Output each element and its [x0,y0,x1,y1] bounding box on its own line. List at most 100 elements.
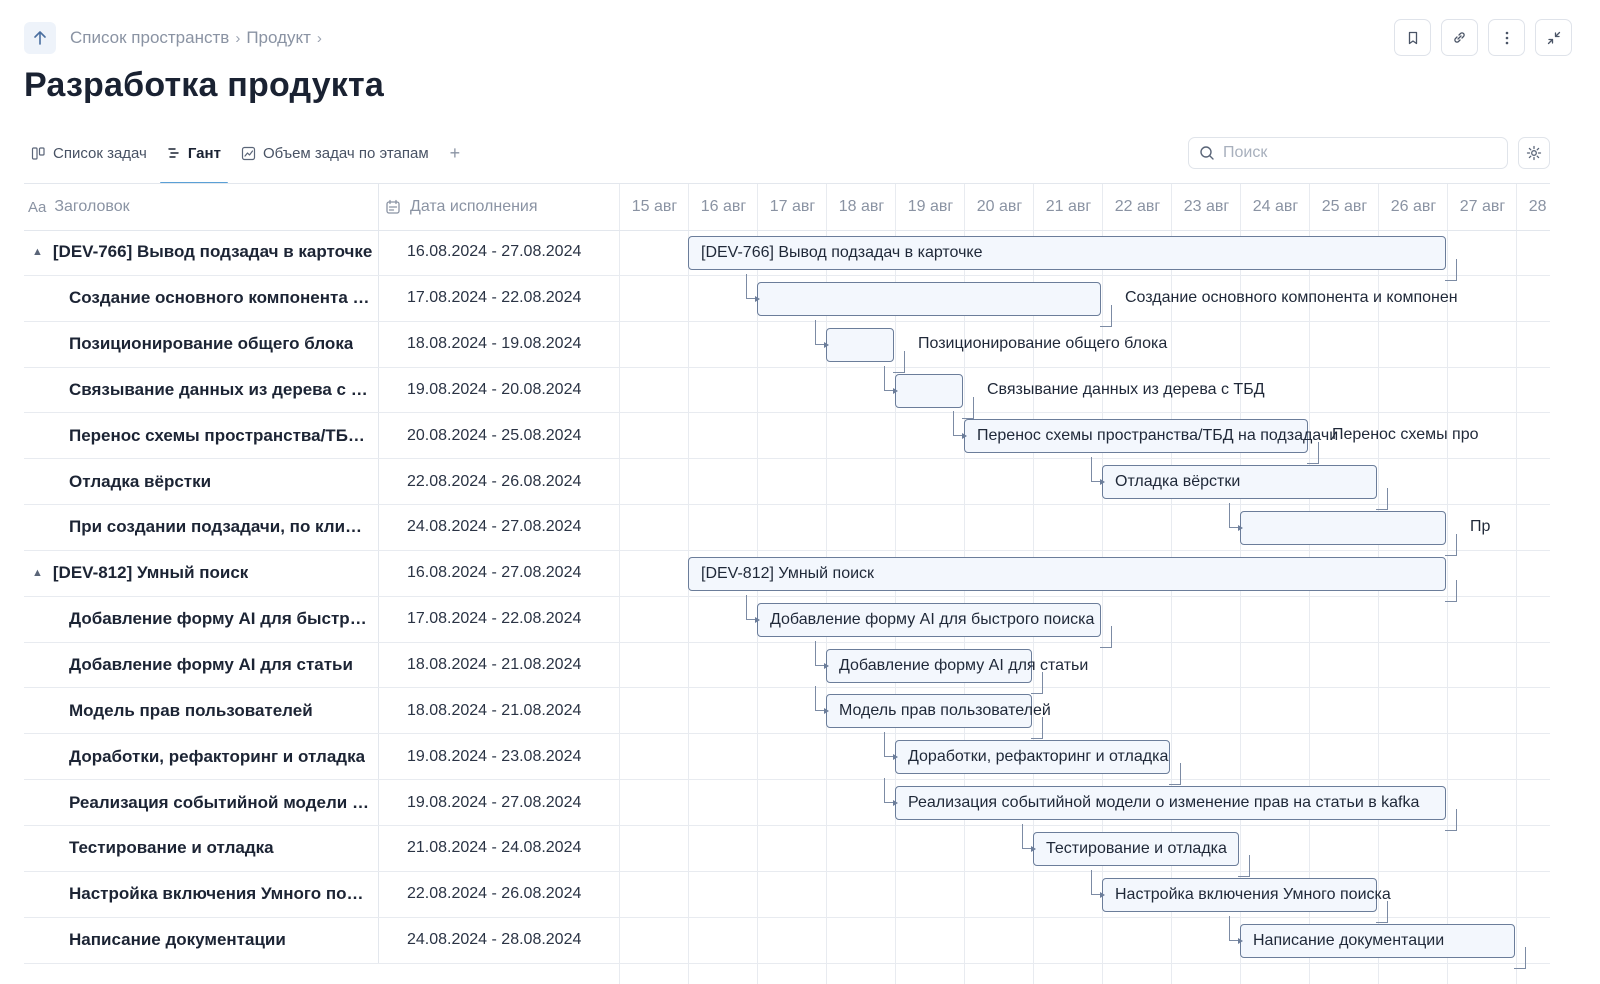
add-view-button[interactable]: + [442,136,469,170]
task-date-cell[interactable]: 16.08.2024 - 27.08.2024 [378,230,619,275]
gantt-task-bar[interactable]: Модель прав пользователей [826,694,1051,740]
gantt-task-bar[interactable]: Перенос схемы пространства/ТБД на подзад… [964,419,1338,465]
task-title: Добавление форму AI для статьи [69,655,353,675]
gantt-task-bar[interactable]: Реализация событийной модели о изменение… [895,786,1457,832]
task-title-cell[interactable]: ▲ [DEV-812] Умный поиск [24,551,378,596]
task-date-cell[interactable]: 17.08.2024 - 22.08.2024 [378,596,619,642]
task-title: Реализация событийной модели о... [69,792,370,812]
task-date-cell[interactable]: 20.08.2024 - 25.08.2024 [378,413,619,459]
gantt-task-bar[interactable]: Настройка включения Умного поиска [1102,877,1391,923]
task-row[interactable]: Тестирование и отладка 21.08.2024 - 24.08… [24,823,1550,877]
task-title: Позиционирование общего блока [69,334,354,354]
task-row[interactable]: Отладка вёрстки 22.08.2024 - 26.08.2024 От… [24,457,1550,511]
task-date-cell[interactable]: 22.08.2024 - 26.08.2024 [378,871,619,917]
column-header-date-label: Дата исполнения [410,198,538,215]
task-date-cell[interactable]: 22.08.2024 - 26.08.2024 [378,459,619,505]
gantt-bar-label: Добавление форму AI для статьи [839,656,1089,674]
bar-connector [1376,488,1388,511]
day-label: 16 авг [700,198,747,215]
breadcrumb-item-product[interactable]: Продукт [246,28,311,47]
task-title-cell[interactable]: Добавление форму AI для быстрог... [24,597,378,642]
column-header-title[interactable]: Aa Заголовок [24,184,378,230]
day-label: 25 авг [1321,198,1368,215]
task-row[interactable]: Настройка включения Умного пои... 22.08.2… [24,869,1550,923]
tab-stage-volume[interactable]: Объем задач по этапам [234,136,436,170]
task-row[interactable]: Перенос схемы пространства/ТБД... 20.08.2… [24,411,1550,465]
task-date-cell[interactable]: 16.08.2024 - 27.08.2024 [378,550,619,596]
gantt-bar-label: Доработки, рефакторинг и отладка [908,748,1169,766]
task-title-cell[interactable]: Добавление форму AI для статьи [24,643,378,688]
task-date-cell[interactable]: 24.08.2024 - 28.08.2024 [378,917,619,963]
task-title-cell[interactable]: Перенос схемы пространства/ТБД... [24,413,378,458]
task-title-cell[interactable]: ▲ [DEV-766] Вывод подзадач в карточке [24,230,378,275]
task-title-cell[interactable]: Тестирование и отладка [24,826,378,871]
breadcrumb-item-spaces[interactable]: Список пространств [70,28,230,47]
gantt-group-bar[interactable]: [DEV-812] Умный поиск [688,556,1457,602]
task-date-cell[interactable]: 18.08.2024 - 21.08.2024 [378,642,619,688]
task-title-cell[interactable]: Связывание данных из дерева с ТБД [24,368,378,413]
gantt-task-bar[interactable] [757,281,1112,327]
task-date-cell[interactable]: 19.08.2024 - 27.08.2024 [378,780,619,825]
column-header-date[interactable]: Дата исполнения [378,184,619,230]
task-row[interactable]: Связывание данных из дерева с ТБД 19.08.2… [24,365,1550,419]
task-date-cell[interactable]: 24.08.2024 - 27.08.2024 [378,505,619,550]
gantt-task-bar[interactable] [1240,511,1457,557]
task-date-cell[interactable]: 19.08.2024 - 23.08.2024 [378,734,619,780]
day-label: 27 авг [1459,198,1506,215]
gantt-task-bar[interactable]: Отладка вёрстки [1102,465,1388,511]
go-up-button[interactable] [24,22,56,54]
gantt-task-bar[interactable]: Доработки, рефакторинг и отладка [895,740,1181,786]
gantt-group-bar[interactable]: [DEV-766] Вывод подзадач в карточке [688,236,1457,281]
collapse-caret-icon[interactable]: ▲ [32,246,43,259]
task-row[interactable]: Доработки, рефакторинг и отладка 19.08.20… [24,732,1550,786]
gantt-icon [168,148,179,158]
task-row[interactable]: Добавление форму AI для статьи 18.08.2024… [24,640,1550,694]
task-group-row[interactable]: ▲ [DEV-812] Умный поиск 16.08.2024 - 27.08… [24,550,1550,602]
task-date-cell[interactable]: 21.08.2024 - 24.08.2024 [378,825,619,871]
task-date-cell[interactable]: 18.08.2024 - 21.08.2024 [378,688,619,734]
task-date-cell[interactable]: 18.08.2024 - 19.08.2024 [378,321,619,367]
tab-gantt[interactable]: Гант [159,136,229,184]
task-row[interactable]: Создание основного компонента и... 17.08.… [24,273,1550,327]
task-title-cell[interactable]: Настройка включения Умного пои... [24,872,378,917]
task-title-cell[interactable]: При создании подзадачи, по клику... [24,505,378,550]
task-group-row[interactable]: ▲ [DEV-766] Вывод подзадач в карточке 16.0… [24,230,1550,281]
gantt-task-bar[interactable]: Тестирование и отладка [1033,831,1250,877]
more-button[interactable] [1488,19,1525,56]
task-title-cell[interactable]: Отладка вёрстки [24,459,378,504]
bar-connector [1514,946,1526,969]
bookmark-button[interactable] [1394,19,1431,56]
task-date-cell[interactable]: 17.08.2024 - 22.08.2024 [378,275,619,321]
task-row[interactable]: Позиционирование общего блока 18.08.2024 … [24,319,1550,373]
task-row[interactable]: Реализация событийной модели о... 19.08.2… [24,778,1550,832]
gantt-task-bar[interactable]: Добавление форму AI для быстрого поиска [757,602,1112,648]
search-input[interactable] [1223,144,1493,162]
task-title-cell[interactable]: Модель прав пользователей [24,688,378,733]
task-date-cell[interactable]: 19.08.2024 - 20.08.2024 [378,367,619,413]
task-row[interactable]: Добавление форму AI для быстрог... 17.08.… [24,594,1550,648]
dependency-arrow [815,686,829,715]
gantt-task-bar[interactable]: Добавление форму AI для статьи [826,648,1088,694]
task-row[interactable]: Модель прав пользователей 18.08.2024 - 21… [24,686,1550,740]
tab-task-list-label: Список задач [53,144,147,162]
tab-task-list[interactable]: Список задач [24,136,154,170]
gantt-task-bar[interactable]: Написание документации [1240,923,1526,969]
task-title-cell[interactable]: Доработки, рефакторинг и отладка [24,734,378,779]
gantt-task-bar[interactable] [826,327,905,373]
settings-button[interactable] [1518,137,1550,169]
task-title: [DEV-766] Вывод подзадач в карточке [52,242,373,262]
task-title-cell[interactable]: Реализация событийной модели о... [24,780,378,825]
task-title: [DEV-812] Умный поиск [52,563,249,583]
gantt-task-bar[interactable] [895,373,974,419]
day-label: 22 авг [1114,198,1161,215]
task-title-cell[interactable]: Позиционирование общего блока [24,322,378,367]
copy-link-button[interactable] [1441,19,1478,56]
collapse-caret-icon[interactable]: ▲ [32,567,43,580]
task-title-cell[interactable]: Создание основного компонента и... [24,276,378,321]
day-label: 18 авг [838,198,885,215]
task-row[interactable]: Написание документации 24.08.2024 - 28.08… [24,915,1550,969]
task-title-cell[interactable]: Написание документации [24,918,378,963]
task-row[interactable]: При создании подзадачи, по клику... 24.08… [24,503,1550,557]
board-icon [31,146,45,160]
collapse-button[interactable] [1535,19,1572,56]
